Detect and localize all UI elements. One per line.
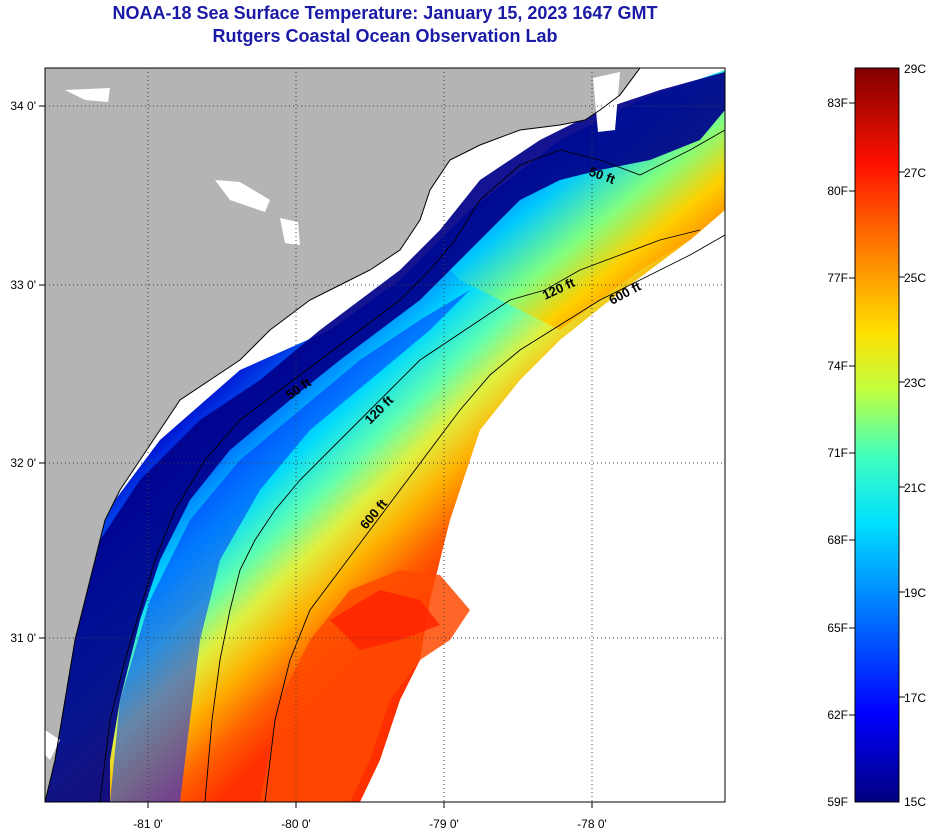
lon-label: -78 0' xyxy=(577,817,607,831)
colorbar-c-label: 15C xyxy=(904,795,926,809)
colorbar-c-label: 17C xyxy=(904,691,926,705)
map-panel xyxy=(45,68,725,802)
lon-label: -80 0' xyxy=(281,817,311,831)
colorbar-f-label: 77F xyxy=(827,271,848,285)
colorbar-f-label: 83F xyxy=(827,96,848,110)
lat-label: 33 0' xyxy=(10,278,36,292)
colorbar-f-label: 71F xyxy=(827,446,848,460)
colorbar-c-label: 23C xyxy=(904,376,926,390)
colorbar-c-label: 25C xyxy=(904,271,926,285)
lon-label: -81 0' xyxy=(133,817,163,831)
colorbar-f-label: 65F xyxy=(827,621,848,635)
colorbar-c-label: 19C xyxy=(904,586,926,600)
colorbar: 83F 80F 77F 74F 71F 68F 65F 62F 59F 29C … xyxy=(827,62,926,809)
colorbar-f-label: 59F xyxy=(827,795,848,809)
lon-label: -79 0' xyxy=(429,817,459,831)
colorbar-f-label: 80F xyxy=(827,184,848,198)
lat-label: 31 0' xyxy=(10,631,36,645)
colorbar-c-label: 27C xyxy=(904,166,926,180)
lat-label: 34 0' xyxy=(10,99,36,113)
colorbar-c-label: 21C xyxy=(904,481,926,495)
colorbar-c-label: 29C xyxy=(904,62,926,76)
lat-label: 32 0' xyxy=(10,456,36,470)
colorbar-f-label: 62F xyxy=(827,708,848,722)
colorbar-f-label: 74F xyxy=(827,359,848,373)
colorbar-f-label: 68F xyxy=(827,533,848,547)
